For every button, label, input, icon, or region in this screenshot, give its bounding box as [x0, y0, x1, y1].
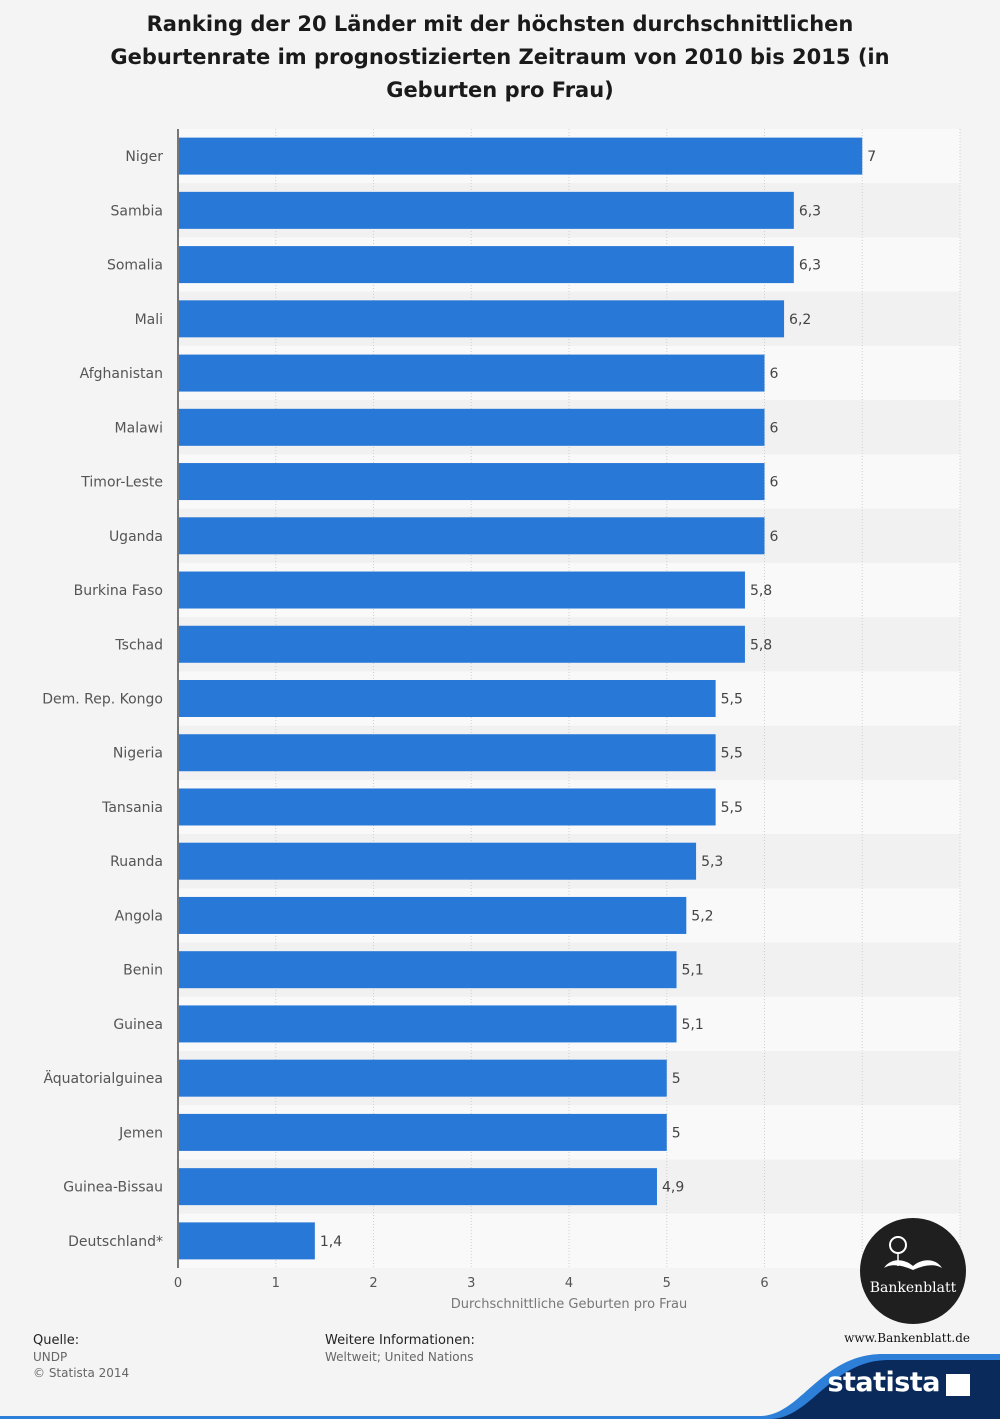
source-line: UNDP	[33, 1350, 68, 1364]
x-tick-label: 1	[272, 1276, 280, 1291]
bar	[179, 1168, 657, 1206]
data-label: 5,1	[682, 963, 704, 979]
data-label: 5	[672, 1071, 681, 1087]
x-tick-label: 3	[467, 1276, 475, 1291]
category-label: Deutschland*	[68, 1234, 163, 1250]
data-label: 5,8	[750, 637, 772, 653]
category-label: Ruanda	[110, 854, 163, 870]
bar	[179, 571, 745, 609]
source-heading: Quelle:	[33, 1333, 80, 1348]
category-label: Uganda	[109, 529, 163, 545]
data-label: 7	[867, 149, 876, 165]
category-label: Dem. Rep. Kongo	[42, 692, 163, 708]
data-label: 5,2	[691, 908, 713, 924]
data-label: 6,3	[799, 258, 821, 274]
copyright-line: © Statista 2014	[33, 1366, 130, 1380]
data-label: 5,8	[750, 583, 772, 599]
x-axis-label: Durchschnittliche Geburten pro Frau	[451, 1297, 688, 1312]
data-label: 6,2	[789, 312, 811, 328]
category-label: Äquatorialguinea	[43, 1069, 163, 1087]
statista-logo-icon	[946, 1374, 970, 1396]
data-label: 5,5	[721, 800, 743, 816]
chart-title: Ranking der 20 Länder mit der höchsten d…	[110, 12, 890, 102]
bar	[179, 246, 794, 284]
data-label: 6	[770, 529, 779, 545]
data-label: 1,4	[320, 1234, 342, 1250]
category-label: Afghanistan	[80, 366, 163, 382]
category-label: Tschad	[114, 637, 163, 653]
data-label: 6	[770, 475, 779, 491]
category-label: Sambia	[111, 203, 163, 219]
data-label: 5,3	[701, 854, 723, 870]
category-label: Tansania	[101, 800, 163, 816]
bar	[179, 842, 697, 880]
brand-bar	[0, 1354, 1000, 1419]
data-label: 6,3	[799, 203, 821, 219]
category-label: Niger	[125, 149, 163, 165]
bar	[179, 137, 863, 175]
category-label: Timor-Leste	[80, 475, 163, 491]
data-label: 5,1	[682, 1017, 704, 1033]
data-label: 4,9	[662, 1180, 684, 1196]
category-label: Guinea	[113, 1017, 163, 1033]
bar	[179, 354, 765, 392]
category-label: Malawi	[115, 420, 163, 436]
x-tick-label: 0	[174, 1276, 182, 1291]
bar	[179, 788, 716, 826]
data-label: 5	[672, 1125, 681, 1141]
bar	[179, 1222, 315, 1260]
category-label: Burkina Faso	[74, 583, 163, 599]
data-label: 6	[770, 420, 779, 436]
x-tick-label: 6	[760, 1276, 768, 1291]
bar	[179, 191, 794, 229]
bar	[179, 680, 716, 717]
bar	[179, 1059, 667, 1097]
badge-text: Bankenblatt	[869, 1280, 957, 1296]
info-text: Weltweit; United Nations	[325, 1350, 474, 1364]
bar	[179, 300, 785, 338]
x-tick-label: 2	[369, 1276, 377, 1291]
bar	[179, 625, 745, 663]
category-label: Angola	[115, 908, 163, 924]
source-block: Quelle: UNDP © Statista 2014	[33, 1333, 129, 1381]
data-label: 5,5	[721, 692, 743, 708]
monocle-mustache-icon	[884, 1236, 942, 1270]
bar	[179, 1113, 667, 1151]
category-label: Mali	[135, 312, 163, 328]
bar	[179, 734, 716, 772]
category-label: Jemen	[118, 1125, 163, 1141]
info-heading: Weitere Informationen:	[325, 1333, 475, 1348]
bankenblatt-logo: Bankenblatt	[860, 1218, 966, 1324]
category-label: Benin	[123, 963, 163, 979]
x-tick-label: 5	[663, 1276, 671, 1291]
x-tick-label: 4	[565, 1276, 573, 1291]
bar-chart: Niger 7 Sambia 6,3 Somalia 6,3 Mali 6,2 Afghanis…	[42, 129, 961, 1312]
data-label: 6	[770, 366, 779, 382]
category-label: Guinea-Bissau	[63, 1180, 163, 1196]
data-label: 5,5	[721, 746, 743, 762]
bar	[179, 517, 765, 555]
bar	[179, 951, 677, 989]
info-block: Weitere Informationen: Weltweit; United …	[325, 1333, 475, 1365]
bar	[179, 1005, 677, 1043]
bar	[179, 408, 765, 446]
statista-logo[interactable]: statista	[827, 1367, 940, 1398]
bar	[179, 896, 687, 934]
category-label: Nigeria	[113, 746, 163, 762]
category-label: Somalia	[107, 258, 163, 274]
watermark-url[interactable]: www.Bankenblatt.de	[844, 1331, 970, 1345]
bar	[179, 463, 765, 501]
